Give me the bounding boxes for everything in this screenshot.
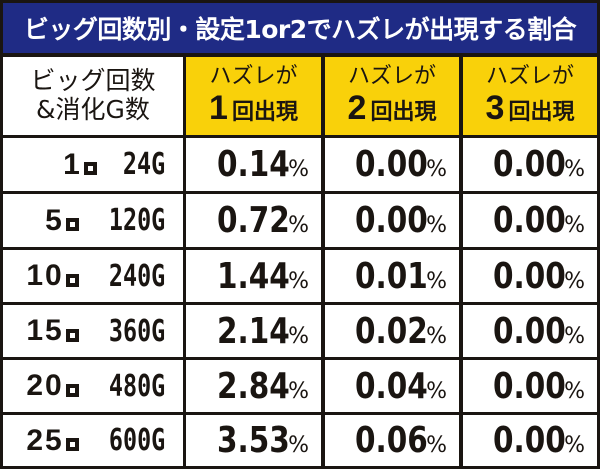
percent-sign: %: [288, 378, 309, 404]
header-miss-1-rest: 回出現: [231, 100, 298, 126]
value-cell-miss-3: 0.00%: [463, 194, 597, 247]
percent-sign: %: [288, 323, 309, 349]
header-big-count-line2: &消化G数: [36, 95, 150, 124]
value-cell-miss-3: 0.00%: [463, 138, 597, 191]
percent-sign: %: [288, 157, 309, 182]
value-cell-miss-1: 2.14%: [186, 305, 321, 357]
kai-unit-icon: [65, 328, 79, 342]
percent-sign: %: [564, 268, 585, 294]
probability-value: 0.01: [355, 255, 429, 297]
value-cell-miss-2: 0.02%: [325, 305, 459, 357]
row-label-cell: 20 480G: [3, 360, 183, 412]
row-label-cell: 15 360G: [3, 305, 183, 357]
value-cell-miss-2: 0.00%: [325, 194, 459, 247]
percent-sign: %: [426, 268, 447, 294]
header-miss-2-num: 2: [347, 89, 367, 128]
header-miss-2-rest: 回出現: [370, 100, 437, 126]
row-label-cell: 10 240G: [3, 250, 183, 302]
percent-sign: %: [426, 433, 447, 458]
percent-sign: %: [564, 433, 585, 458]
value-cell-miss-3: 0.00%: [463, 415, 597, 466]
probability-value: 2.84: [217, 365, 291, 407]
header-miss-3-num: 3: [485, 89, 505, 128]
probability-value: 0.00: [355, 144, 429, 185]
header-miss-1-num: 1: [209, 89, 228, 128]
value-cell-miss-1: 3.53%: [186, 415, 321, 466]
probability-value: 0.00: [493, 310, 567, 352]
big-count: 25: [26, 423, 64, 457]
value-cell-miss-2: 0.00%: [325, 138, 459, 191]
probability-value: 1.44: [217, 255, 291, 297]
kai-unit-icon: [65, 218, 79, 231]
kai-unit-icon: [65, 273, 79, 287]
percent-sign: %: [564, 157, 585, 182]
percent-sign: %: [426, 323, 447, 349]
kai-unit-icon: [83, 162, 97, 175]
percent-sign: %: [426, 157, 447, 182]
value-cell-miss-3: 0.00%: [463, 250, 597, 302]
kai-unit-icon: [65, 383, 79, 397]
value-cell-miss-1: 2.84%: [186, 360, 321, 412]
value-cell-miss-2: 0.04%: [325, 360, 459, 412]
games-played: 480G: [108, 368, 165, 404]
row-label-cell: 25 600G: [3, 415, 183, 466]
header-miss-3-rest: 回出現: [508, 100, 575, 126]
header-cell-miss-3: ハズレが 3 回出現: [463, 57, 597, 135]
big-count: 1: [63, 147, 82, 181]
probability-value: 0.06: [355, 420, 429, 461]
games-played: 600G: [108, 423, 165, 458]
probability-value: 0.00: [355, 200, 429, 241]
row-label-cell: 5 120G: [3, 194, 183, 247]
percent-sign: %: [564, 213, 585, 238]
games-played: 24G: [122, 147, 165, 182]
probability-value: 0.02: [355, 310, 429, 352]
table-title: ビッグ回数別・設定1or2でハズレが出現する割合: [3, 3, 597, 53]
percent-sign: %: [288, 268, 309, 294]
value-cell-miss-1: 0.14%: [186, 138, 321, 191]
probability-value: 2.14: [217, 310, 291, 352]
probability-value: 0.00: [493, 200, 567, 241]
percent-sign: %: [564, 378, 585, 404]
header-cell-miss-2: ハズレが 2 回出現: [325, 57, 459, 135]
probability-value: 0.00: [493, 365, 567, 407]
header-miss-3-line1: ハズレが: [485, 63, 574, 89]
percent-sign: %: [288, 433, 309, 458]
games-played: 240G: [108, 258, 165, 294]
header-cell-big-count: ビッグ回数 &消化G数: [3, 57, 183, 135]
percent-sign: %: [288, 213, 309, 238]
value-cell-miss-2: 0.06%: [325, 415, 459, 466]
big-count: 10: [26, 259, 64, 292]
probability-value: 0.00: [493, 144, 567, 185]
value-cell-miss-2: 0.01%: [325, 250, 459, 302]
probability-value: 0.00: [493, 255, 567, 297]
probability-value: 0.00: [493, 420, 567, 461]
header-miss-2-line1: ハズレが: [347, 63, 436, 89]
value-cell-miss-3: 0.00%: [463, 360, 597, 412]
games-played: 360G: [108, 313, 165, 349]
probability-value: 3.53: [217, 420, 291, 461]
games-played: 120G: [108, 203, 165, 238]
big-count: 5: [45, 203, 64, 237]
probability-value: 0.14: [217, 144, 291, 185]
probability-value: 0.04: [355, 365, 429, 407]
big-count: 20: [26, 369, 64, 402]
value-cell-miss-1: 0.72%: [186, 194, 321, 247]
probability-value: 0.72: [217, 200, 291, 241]
value-cell-miss-1: 1.44%: [186, 250, 321, 302]
kai-unit-icon: [65, 438, 79, 451]
header-miss-1-line1: ハズレが: [209, 63, 298, 89]
big-count: 15: [26, 314, 64, 347]
header-big-count-line1: ビッグ回数: [30, 66, 156, 96]
percent-sign: %: [426, 213, 447, 238]
header-cell-miss-1: ハズレが 1 回出現: [186, 57, 321, 135]
value-cell-miss-3: 0.00%: [463, 305, 597, 357]
percent-sign: %: [564, 323, 585, 349]
percent-sign: %: [426, 378, 447, 404]
row-label-cell: 1 24G: [3, 138, 183, 191]
